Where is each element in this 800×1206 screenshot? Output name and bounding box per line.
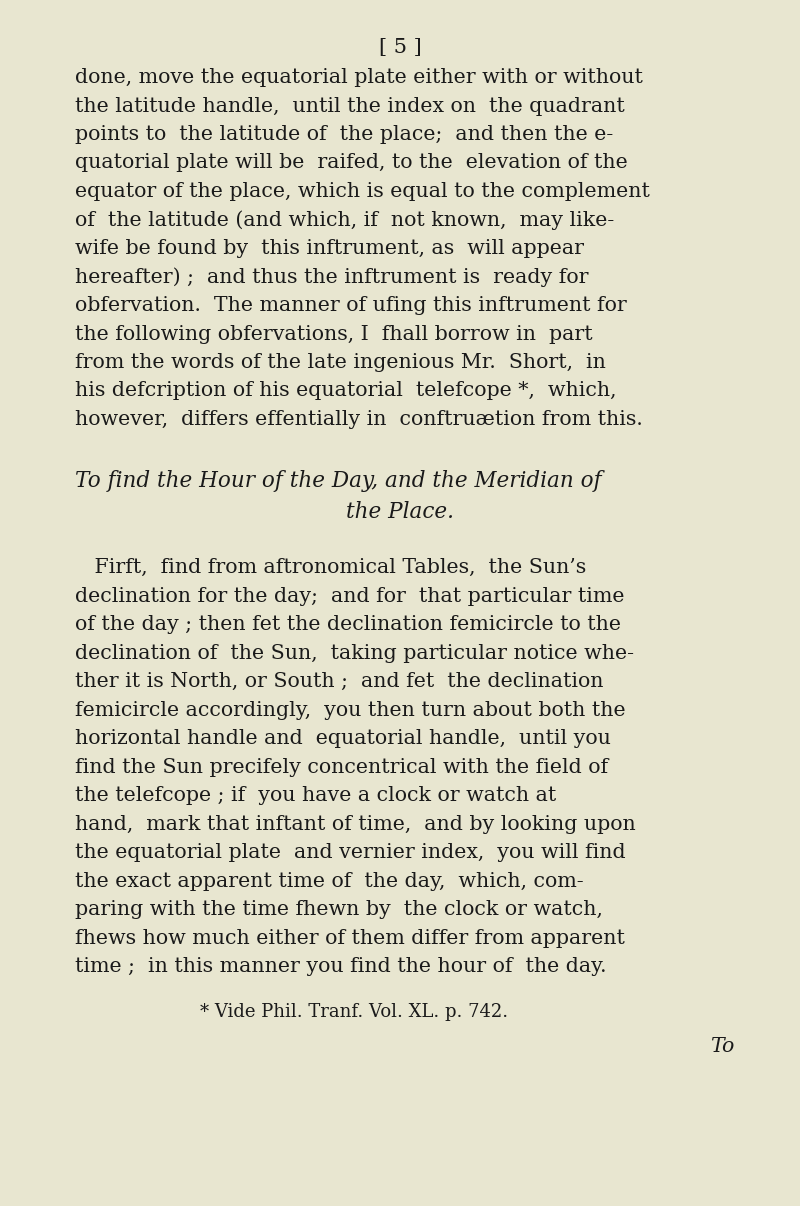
Text: Firft,  find from aftronomical Tables,  the Sun’s: Firft, find from aftronomical Tables, th… xyxy=(75,558,586,578)
Text: points to  the latitude of  the place;  and then the e-: points to the latitude of the place; and… xyxy=(75,125,614,144)
Text: time ;  in this manner you find the hour of  the day.: time ; in this manner you find the hour … xyxy=(75,958,606,976)
Text: of the day ; then fet the declination femicircle to the: of the day ; then fet the declination fe… xyxy=(75,615,621,634)
Text: paring with the time fhewn by  the clock or watch,: paring with the time fhewn by the clock … xyxy=(75,900,603,919)
Text: hand,  mark that inftant of time,  and by looking upon: hand, mark that inftant of time, and by … xyxy=(75,815,636,833)
Text: from the words of the late ingenious Mr.  Short,  in: from the words of the late ingenious Mr.… xyxy=(75,353,606,371)
Text: the exact apparent time of  the day,  which, com-: the exact apparent time of the day, whic… xyxy=(75,872,584,891)
Text: horizontal handle and  equatorial handle,  until you: horizontal handle and equatorial handle,… xyxy=(75,730,611,748)
Text: [ 5 ]: [ 5 ] xyxy=(378,39,422,57)
Text: declination of  the Sun,  taking particular notice whe-: declination of the Sun, taking particula… xyxy=(75,644,634,663)
Text: quatorial plate will be  raifed, to the  elevation of the: quatorial plate will be raifed, to the e… xyxy=(75,153,628,172)
Text: his defcription of his equatorial  telefcope *,  which,: his defcription of his equatorial telefc… xyxy=(75,381,617,400)
Text: fhews how much either of them differ from apparent: fhews how much either of them differ fro… xyxy=(75,929,625,948)
Text: the telefcope ; if  you have a clock or watch at: the telefcope ; if you have a clock or w… xyxy=(75,786,556,806)
Text: To find the Hour of the Day, and the Meridian of: To find the Hour of the Day, and the Mer… xyxy=(75,470,602,492)
Text: hereafter) ;  and thus the inftrument is  ready for: hereafter) ; and thus the inftrument is … xyxy=(75,268,589,287)
Text: declination for the day;  and for  that particular time: declination for the day; and for that pa… xyxy=(75,586,625,605)
Text: of  the latitude (and which, if  not known,  may like-: of the latitude (and which, if not known… xyxy=(75,211,614,230)
Text: however,  differs effentially in  conftruætion from this.: however, differs effentially in conftruæ… xyxy=(75,410,642,429)
Text: the equatorial plate  and vernier index,  you will find: the equatorial plate and vernier index, … xyxy=(75,843,626,862)
Text: the following obfervations, I  fhall borrow in  part: the following obfervations, I fhall borr… xyxy=(75,324,593,344)
Text: find the Sun precifely concentrical with the field of: find the Sun precifely concentrical with… xyxy=(75,757,608,777)
Text: ther it is North, or South ;  and fet  the declination: ther it is North, or South ; and fet the… xyxy=(75,672,603,691)
Text: * Vide Phil. Tranf. Vol. XL. p. 742.: * Vide Phil. Tranf. Vol. XL. p. 742. xyxy=(200,1003,508,1020)
Text: equator of the place, which is equal to the complement: equator of the place, which is equal to … xyxy=(75,182,650,201)
Text: wife be found by  this inftrument, as  will appear: wife be found by this inftrument, as wil… xyxy=(75,239,584,258)
Text: the Place.: the Place. xyxy=(346,502,454,523)
Text: done, move the equatorial plate either with or without: done, move the equatorial plate either w… xyxy=(75,68,643,87)
Text: the latitude handle,  until the index on  the quadrant: the latitude handle, until the index on … xyxy=(75,96,625,116)
Text: femicircle accordingly,  you then turn about both the: femicircle accordingly, you then turn ab… xyxy=(75,701,626,720)
Text: obfervation.  The manner of ufing this inftrument for: obfervation. The manner of ufing this in… xyxy=(75,295,626,315)
Text: To: To xyxy=(710,1037,734,1056)
